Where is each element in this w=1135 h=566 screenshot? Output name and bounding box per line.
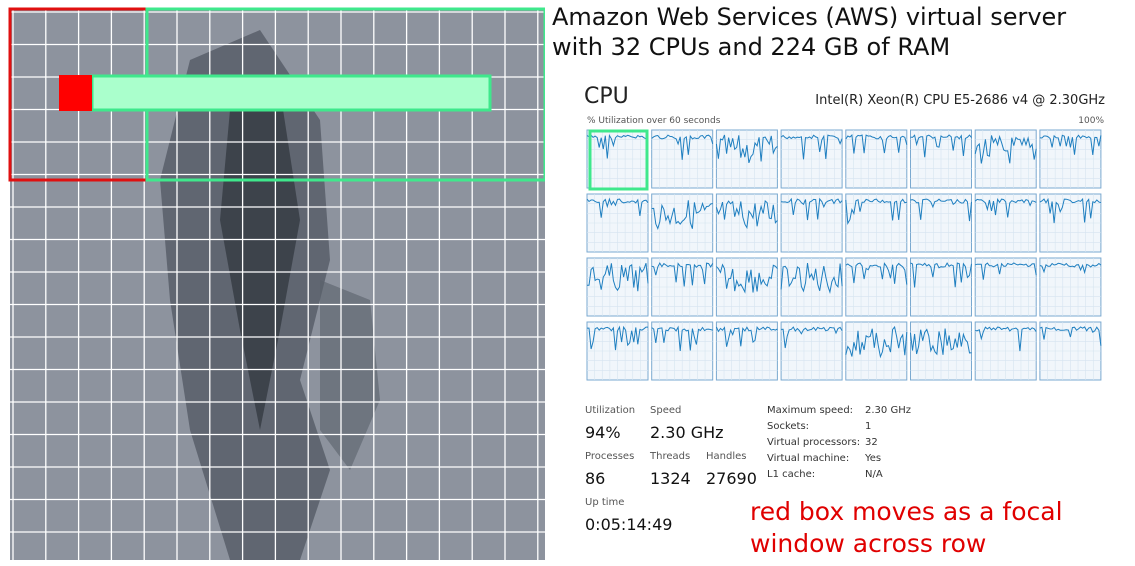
cpu-graphs [586, 129, 1102, 381]
cpu-trace [1039, 134, 1102, 155]
cpu-model: Intel(R) Xeon(R) CPU E5-2686 v4 @ 2.30GH… [815, 93, 1105, 108]
ridge [320, 280, 380, 470]
cpu-trace [845, 134, 908, 154]
stat-label: Speed [650, 405, 682, 416]
panel-title: CPU [584, 84, 629, 109]
cpu-trace [1039, 262, 1102, 275]
cpu-trace [974, 198, 1037, 218]
stat-value: 0:05:14:49 [585, 515, 673, 534]
cpu-trace [651, 134, 714, 160]
stat-value: 86 [585, 469, 606, 488]
cpu-trace [975, 326, 1037, 352]
row-cells [90, 74, 492, 112]
detail-value: 2.30 GHz [865, 405, 911, 416]
cpu-trace [715, 134, 778, 164]
cpu-trace [715, 200, 778, 230]
detail-value: 32 [865, 437, 878, 448]
detail-label: Maximum speed: [767, 405, 854, 416]
detail-label: L1 cache: [767, 469, 816, 480]
stat-value: 27690 [706, 469, 757, 488]
stat-value: 2.30 GHz [650, 423, 724, 442]
cpu-trace [780, 134, 843, 160]
cpu-trace [910, 328, 972, 356]
cpu-trace [586, 197, 649, 218]
annotation-line: red box moves as a focal [750, 497, 1063, 526]
detail-label: Sockets: [767, 421, 810, 432]
stat-label: Threads [650, 451, 691, 462]
hillshade-map [8, 7, 545, 560]
stat-value: 94% [585, 423, 621, 442]
detail-value: Yes [865, 453, 882, 464]
annotation-line: Amazon Web Services (AWS) virtual server [552, 3, 1067, 31]
cpu-trace [651, 262, 714, 287]
cpu-trace [974, 134, 1037, 164]
cpu-trace [781, 197, 843, 221]
stat-label: Processes [585, 451, 635, 462]
cpu-trace [781, 326, 843, 349]
graph-max: 100% [1078, 116, 1104, 126]
cpu-trace [587, 325, 648, 351]
cpu-trace [910, 262, 972, 288]
stat-label: Handles [706, 451, 747, 462]
cpu-trace [780, 263, 843, 294]
cpu-trace [910, 134, 972, 158]
cpu-trace [1039, 197, 1102, 224]
cpu-trace [651, 200, 713, 230]
cpu-trace [845, 325, 908, 359]
cpu-trace [587, 263, 649, 292]
cpu-trace [975, 262, 1037, 280]
graph-label: % Utilization over 60 seconds [587, 116, 721, 126]
cpu-trace [910, 198, 972, 222]
cpu-trace [1039, 326, 1102, 346]
cpu-trace [586, 133, 649, 159]
cpu-trace [651, 325, 713, 351]
focal-cell [59, 75, 92, 111]
cpu-trace [716, 263, 778, 294]
stat-label: Up time [585, 497, 625, 508]
detail-value: 1 [865, 421, 872, 432]
cpu-trace [845, 198, 907, 225]
detail-value: N/A [865, 469, 883, 480]
stat-value: 1324 [650, 469, 691, 488]
detail-label: Virtual processors: [767, 437, 861, 448]
cpu-trace [715, 326, 778, 347]
cpu-trace [845, 262, 908, 285]
stat-label: Utilization [585, 405, 636, 416]
annotation-line: window across row [750, 529, 987, 558]
selected-cell [588, 129, 649, 191]
annotation-line: with 32 CPUs and 224 GB of RAM [552, 33, 951, 61]
detail-label: Virtual machine: [767, 453, 850, 464]
